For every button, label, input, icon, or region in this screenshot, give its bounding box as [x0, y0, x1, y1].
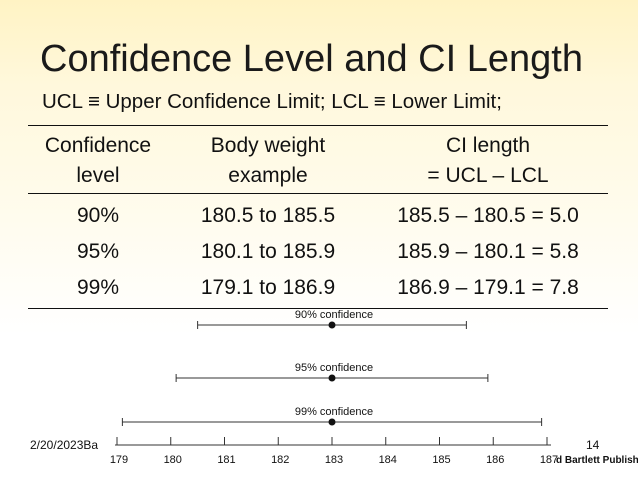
table-cell: 95% [76, 240, 120, 263]
x-axis-tick-label: 183 [325, 454, 343, 466]
table-cell: 185.5 – 180.5 = 5.0 [397, 204, 579, 227]
table-cell: 185.9 – 180.1 = 5.8 [397, 240, 579, 263]
interval-label: 95% confidence [295, 362, 373, 374]
table-row: 99% 179.1 to 186.9 186.9 – 179.1 = 7.8 [28, 270, 608, 306]
header-body-weight: Body weight example [210, 134, 326, 187]
table-cell: 90% [76, 204, 120, 227]
interval-label: 90% confidence [295, 309, 373, 321]
x-axis-tick-label: 186 [486, 454, 504, 466]
table-cell: 180.1 to 185.9 [200, 240, 336, 263]
x-axis-tick-label: 182 [271, 454, 289, 466]
table-header-row: Confidence level Body weight example CI … [28, 126, 608, 193]
table-cell: 179.1 to 186.9 [200, 276, 336, 299]
interval-center-point [328, 321, 336, 329]
x-axis-tick-label: 180 [164, 454, 182, 466]
x-axis-tick-label: 184 [379, 454, 397, 466]
x-axis-tick-label: 181 [217, 454, 235, 466]
table-cell: 186.9 – 179.1 = 7.8 [397, 276, 579, 299]
slide-title: Confidence Level and CI Length [40, 38, 583, 80]
interval-center-point [328, 374, 336, 382]
x-axis-tick-label: 187 [540, 454, 558, 466]
header-confidence-level: Confidence level [44, 134, 152, 187]
table-row: 95% 180.1 to 185.9 185.9 – 180.1 = 5.8 [28, 234, 608, 270]
interval-label: 99% confidence [295, 406, 373, 418]
table-cell: 99% [76, 276, 120, 299]
table-top-rule [28, 125, 608, 126]
x-axis-tick-label: 185 [432, 454, 450, 466]
table-cell: 180.5 to 185.5 [200, 204, 336, 227]
interval-center-point [328, 418, 336, 426]
slide-subtitle: UCL ≡ Upper Confidence Limit; LCL ≡ Lowe… [42, 90, 502, 113]
confidence-interval-chart: 90% confidence 95% confidence 99% confiden… [110, 309, 638, 466]
table-row: 90% 180.5 to 185.5 185.5 – 180.5 = 5.0 [28, 198, 608, 234]
publisher-credit: d Bartlett Publishers [556, 455, 638, 466]
x-axis-tick-label: 179 [110, 454, 128, 466]
ci-table: Confidence level Body weight example CI … [28, 125, 608, 309]
header-ci-length: CI length = UCL – LCL [427, 134, 549, 187]
slide-number: 14 [586, 438, 600, 452]
table-bottom-rule [28, 308, 608, 309]
footer-date: 2/20/2023Ba [30, 438, 99, 452]
table-header-rule [28, 193, 608, 194]
